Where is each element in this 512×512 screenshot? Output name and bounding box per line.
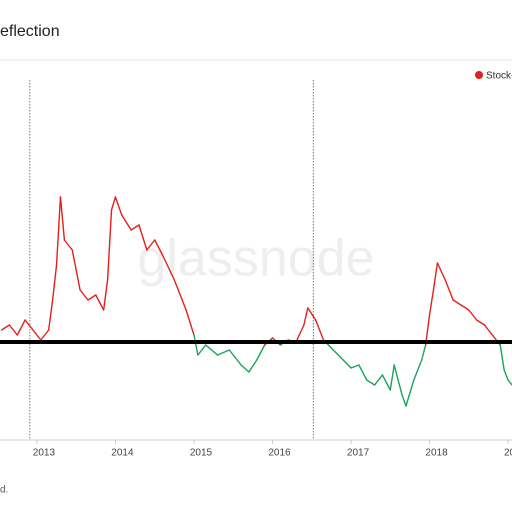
series-segment [130,224,140,231]
series-segment [248,359,258,373]
series-segment [205,344,219,356]
series-segment [24,319,34,331]
series-segment [452,299,462,306]
footer-note: d. [0,485,8,496]
x-tick-label: 2013 [33,448,56,459]
series-segment [295,324,305,343]
series-segment [240,364,250,373]
series-segment [483,324,494,336]
series-segment [102,279,109,311]
series-segment [436,262,446,281]
legend-label: Stock- [486,71,512,82]
series-segment [405,379,415,407]
series-segment [413,359,423,381]
series-segment [330,347,344,361]
series-segment [460,304,470,311]
series-segment [71,249,81,291]
series-segment [79,289,89,301]
series-segment [32,329,42,341]
series-segment [444,279,454,301]
series-segment [121,214,132,231]
series-segment [138,224,148,251]
series-segment [314,319,325,341]
series-segment [393,364,403,396]
series-segment [59,196,66,241]
series-segment [381,374,391,391]
series-segment [185,309,195,336]
series-segment [503,369,509,381]
series-segment [507,379,512,386]
series-segment [55,196,62,266]
x-tick-label: 2015 [190,448,213,459]
series-segment [373,374,384,386]
series-segment [146,239,156,251]
series-segment [8,324,18,336]
series-segment [16,319,26,336]
series-segment [358,364,368,381]
watermark: glassnode [137,230,374,288]
series-segment [173,279,187,311]
x-tick-label: 2018 [425,448,448,459]
series-segment [63,239,73,251]
series-segment [499,344,505,371]
x-tick-label: 2014 [111,448,134,459]
series-segment [350,364,360,369]
series-segment [256,344,266,361]
series-segment [432,262,439,291]
series-segment [106,209,113,281]
series-segment [197,344,207,356]
series-segment [161,254,176,281]
series-segment [428,289,435,316]
series-segment [228,349,242,366]
legend-marker [475,71,483,79]
series-segment [475,319,486,326]
x-tick-label: 2017 [347,448,370,459]
series-segment [389,364,395,391]
series-segment [110,196,117,211]
series-segment [95,294,105,311]
x-tick-label: 2016 [268,448,291,459]
series-segment [193,334,199,356]
series-segment [420,344,427,361]
series-segment [366,379,376,386]
series-segment [401,394,407,407]
series-segment [114,196,123,216]
series-segment [216,349,231,356]
series-segment [87,294,97,301]
x-tick-label: 2019 [504,448,512,459]
series-segment [40,329,50,341]
series-segment [153,239,164,256]
series-segment [307,307,317,321]
chart-title: eflection [0,23,60,40]
series-segment [47,299,54,331]
series-segment [342,359,352,369]
series-segment [468,309,478,321]
series-segment [0,324,11,331]
series-segment [51,264,58,301]
series-segment [303,307,309,326]
